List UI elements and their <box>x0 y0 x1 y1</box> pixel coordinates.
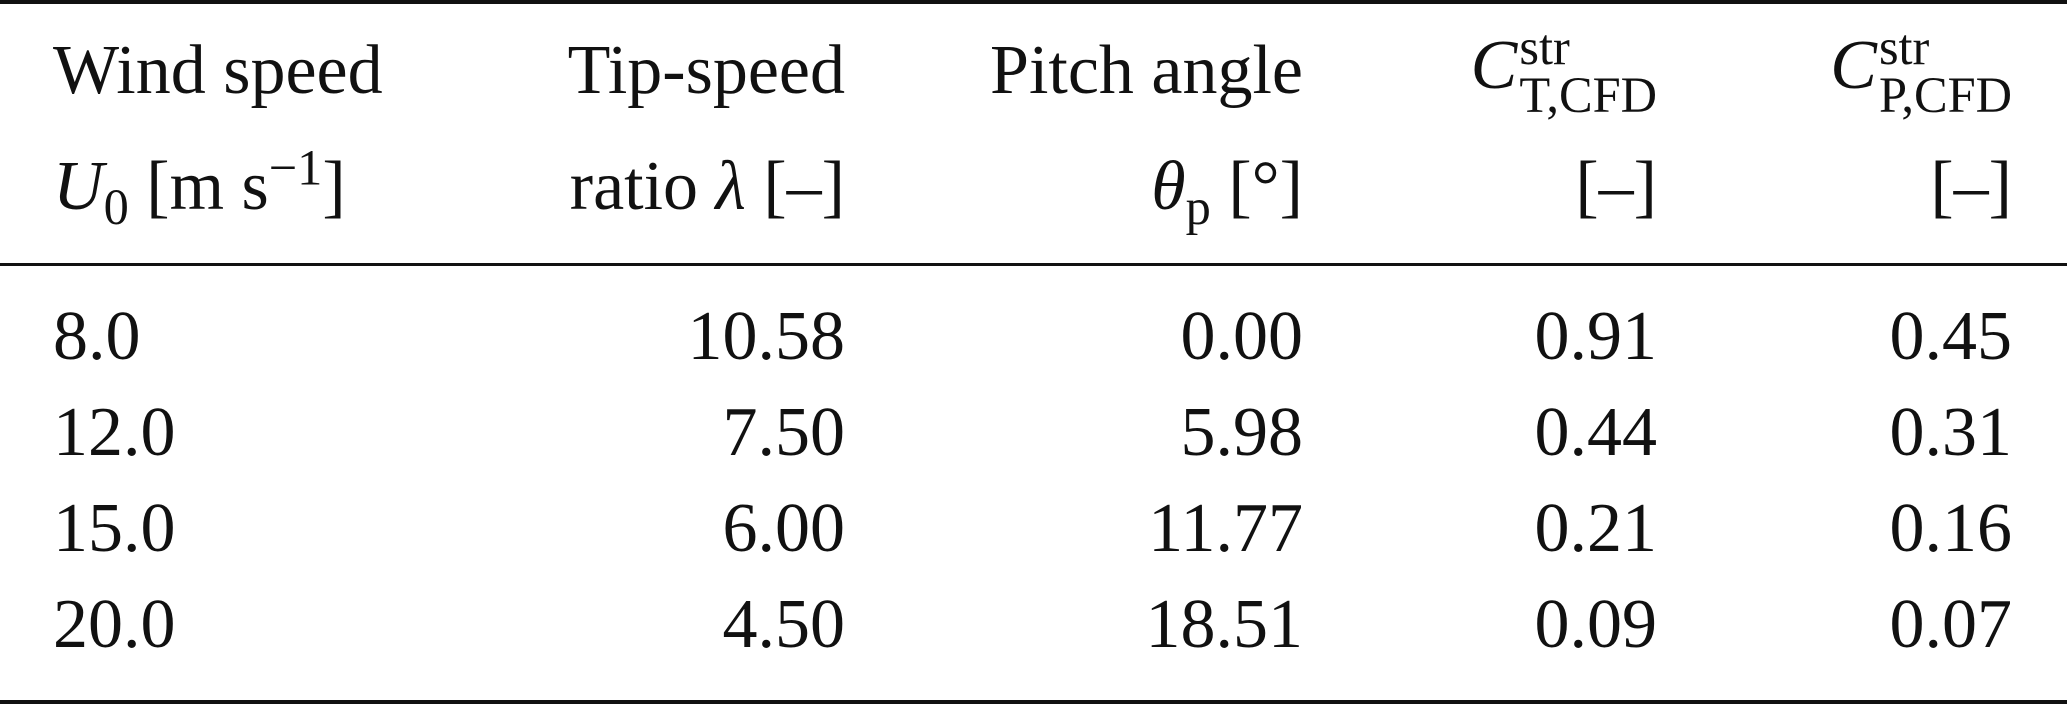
cell-r3-wind: 15.0 <box>53 490 176 567</box>
wind-unit-pre: [m s <box>128 148 269 225</box>
theta-symbol: θ <box>1151 148 1186 225</box>
cell-r2-tsr: 7.50 <box>722 394 846 471</box>
header-ct-unit: [–] <box>1575 148 1657 225</box>
cell-r3-tsr: 6.00 <box>722 490 846 567</box>
cell-r2-pitch: 5.98 <box>1180 394 1304 471</box>
cp-superscript: str <box>1878 19 1930 75</box>
table-bottom-rule <box>0 700 2067 704</box>
pitch-unit: [°] <box>1210 148 1303 225</box>
u0-subscript: 0 <box>103 179 129 235</box>
header-wind-speed: Wind speed <box>53 32 383 109</box>
cell-r4-wind: 20.0 <box>53 586 176 663</box>
lambda-symbol: λ <box>715 148 746 225</box>
ct-symbol: C <box>1470 26 1518 104</box>
cell-r1-cp: 0.45 <box>1889 298 2013 375</box>
cell-r3-ct: 0.21 <box>1534 490 1658 567</box>
cell-r2-wind: 12.0 <box>53 394 176 471</box>
header-tip-speed: Tip-speed <box>567 32 845 109</box>
header-pitch-angle: Pitch angle <box>990 32 1303 109</box>
cell-r4-tsr: 4.50 <box>722 586 846 663</box>
ct-superscript: str <box>1519 19 1570 75</box>
tsr-pre: ratio <box>569 148 716 225</box>
cell-r4-ct: 0.09 <box>1534 586 1658 663</box>
header-cp-unit: [–] <box>1930 148 2012 225</box>
cell-r2-cp: 0.31 <box>1889 394 2013 471</box>
cp-symbol: C <box>1830 26 1877 104</box>
cell-r2-ct: 0.44 <box>1534 394 1658 471</box>
tsr-unit: [–] <box>745 148 845 225</box>
table-top-rule <box>0 0 2067 4</box>
header-wind-speed-unit: U0 [m s−1] <box>53 142 346 232</box>
cp-subscript: P,CFD <box>1878 66 2012 123</box>
header-pitch-angle-unit: θp [°] <box>1151 152 1303 233</box>
ct-subscript: T,CFD <box>1519 66 1657 123</box>
cell-r4-pitch: 18.51 <box>1145 586 1304 663</box>
cell-r4-cp: 0.07 <box>1889 586 2013 663</box>
u0-symbol: U <box>53 148 104 225</box>
cell-r3-cp: 0.16 <box>1889 490 2013 567</box>
table-header-rule <box>0 263 2067 266</box>
cell-r1-ct: 0.91 <box>1534 298 1658 375</box>
cell-r1-tsr: 10.58 <box>687 298 846 375</box>
cell-r3-pitch: 11.77 <box>1148 490 1303 567</box>
theta-subscript: p <box>1185 179 1211 235</box>
wind-unit-sup: −1 <box>268 139 323 196</box>
cell-r1-wind: 8.0 <box>53 298 141 375</box>
cell-r1-pitch: 0.00 <box>1180 298 1304 375</box>
wind-unit-post: ] <box>322 148 346 225</box>
header-tip-speed-unit: ratio λ [–] <box>570 152 845 222</box>
